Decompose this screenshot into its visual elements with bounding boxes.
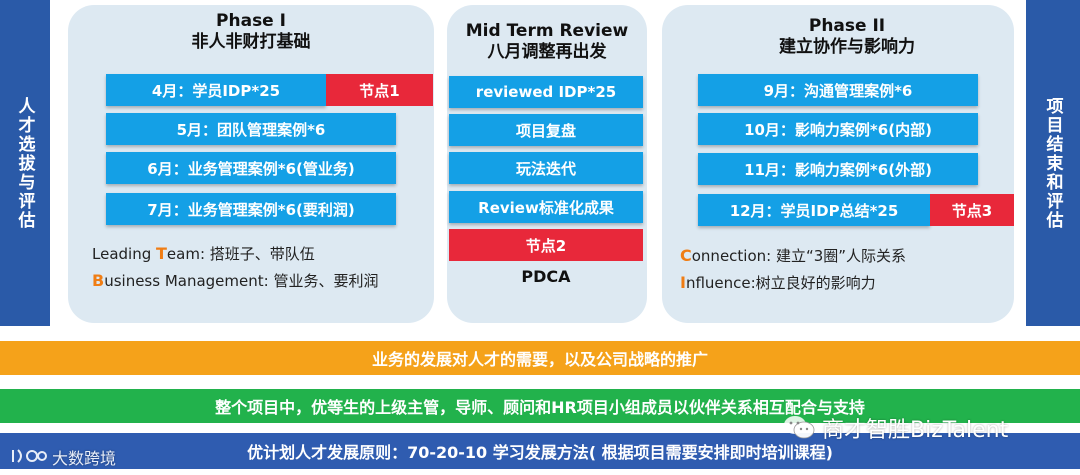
- phase1-item-1: 4月：学员IDP*25: [106, 74, 326, 106]
- phase1-title: Phase I 非人非财打基础: [101, 11, 401, 53]
- side-label-project-end: 项目结束和评估: [1026, 0, 1080, 326]
- mid-review-title: Mid Term Review 八月调整再出发: [397, 21, 697, 63]
- mid-review-title-en: Mid Term Review: [465, 21, 629, 41]
- phase2-item-3: 11月：影响力案例*6(外部): [698, 153, 978, 185]
- dashuju-logo-icon: [12, 449, 47, 463]
- mid-item-1: reviewed IDP*25: [449, 76, 643, 108]
- phase1-note-business: Business Management: 管业务、要利润: [92, 271, 379, 290]
- band-partnership-support: 整个项目中，优等生的上级主管，导师、顾问和HR项目小组成员以伙伴关系相互配合与支…: [0, 389, 1080, 423]
- milestone-node-2: 节点2: [449, 229, 643, 261]
- mid-review-title-cn: 八月调整再出发: [487, 42, 607, 62]
- phase2-title: Phase II 建立协作与影响力: [697, 16, 997, 58]
- phase1-item-2: 5月：团队管理案例*6: [106, 113, 396, 145]
- phase2-item-4: 12月：学员IDP总结*25: [698, 194, 930, 226]
- phase2-item-1: 9月：沟通管理案例*6: [698, 74, 978, 106]
- phase2-item-2: 10月：影响力案例*6(内部): [698, 113, 978, 145]
- phase1-title-cn: 非人非财打基础: [191, 32, 311, 52]
- band-business-needs: 业务的发展对人才的需要，以及公司战略的推广: [0, 341, 1080, 375]
- mid-item-3: 玩法迭代: [449, 152, 643, 184]
- phase2-title-cn: 建立协作与影响力: [779, 37, 915, 57]
- phase2-note-connection: Connection: 建立“3圈”人际关系: [680, 246, 907, 265]
- phase1-title-en: Phase I: [216, 11, 286, 31]
- mid-item-4: Review标准化成果: [449, 191, 643, 223]
- milestone-node-3: 节点3: [930, 194, 1014, 226]
- pdca-label: PDCA: [521, 267, 571, 286]
- milestone-node-1: 节点1: [326, 74, 433, 106]
- watermark-biztalent: 商才智胜BizTalent: [822, 418, 1009, 443]
- phase1-item-3: 6月：业务管理案例*6(管业务): [106, 152, 396, 184]
- phase1-note-leading-team: Leading Team: 搭班子、带队伍: [92, 244, 315, 263]
- phase2-title-en: Phase II: [808, 16, 886, 36]
- band-70-20-10-principle: 优计划人才发展原则：70-20-10 学习发展方法( 根据项目需要安排即时培训课…: [0, 433, 1080, 469]
- phase2-note-influence: Influence:树立良好的影响力: [680, 273, 876, 292]
- watermark-dashuju: 大数跨境: [52, 449, 117, 468]
- side-label-talent-selection: 人才选拔与评估: [0, 0, 50, 326]
- phase1-item-4: 7月：业务管理案例*6(要利润): [106, 193, 396, 225]
- wechat-icon: [784, 416, 815, 439]
- mid-item-2: 项目复盘: [449, 114, 643, 146]
